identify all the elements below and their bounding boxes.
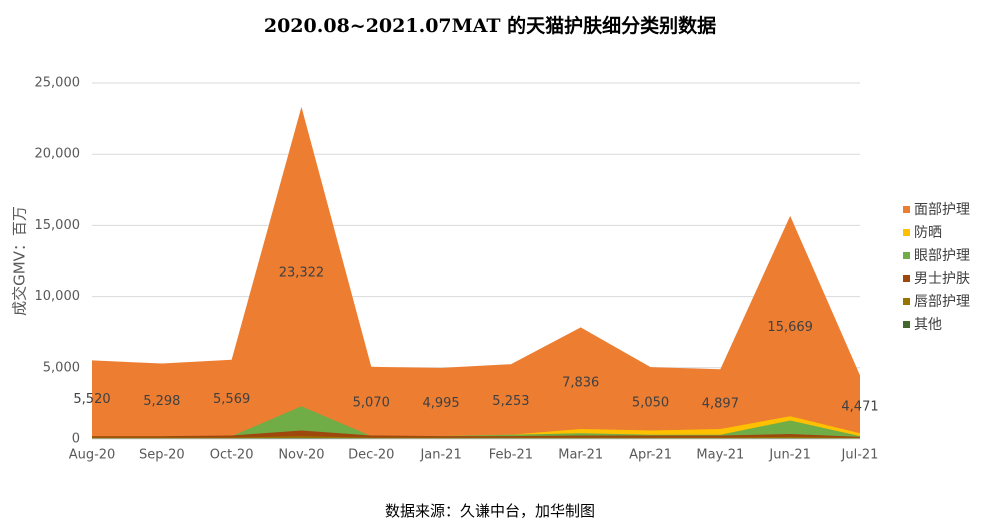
x-tick-label: Aug-20	[69, 448, 116, 463]
legend-label: 眼部护理	[914, 248, 970, 264]
y-axis-label: 成交GMV：百万	[11, 206, 29, 316]
area	[92, 406, 860, 439]
x-tick-label: Dec-20	[348, 448, 394, 463]
y-tick-label: 20,000	[35, 147, 81, 162]
legend-swatch	[903, 252, 910, 259]
x-tick-label: Oct-20	[210, 448, 254, 463]
legend-label: 防晒	[914, 225, 942, 241]
x-tick-label: May-21	[696, 448, 744, 463]
data-label: 5,298	[143, 394, 180, 409]
x-tick-label: Sep-20	[139, 448, 185, 463]
legend-swatch	[903, 229, 910, 236]
data-label: 15,669	[767, 320, 813, 335]
x-tick-label: Jul-21	[841, 448, 879, 463]
x-tick-label: Mar-21	[558, 448, 603, 463]
y-tick-label: 15,000	[35, 218, 81, 233]
legend-label: 面部护理	[914, 202, 970, 218]
data-label: 23,322	[279, 265, 325, 280]
y-tick-label: 25,000	[35, 76, 81, 91]
data-label: 7,836	[562, 376, 599, 391]
y-tick-label: 0	[72, 432, 80, 447]
source-note: 数据来源：久谦中台，加华制图	[385, 502, 595, 520]
data-label: 5,253	[492, 394, 529, 409]
y-tick-label: 5,000	[43, 360, 80, 375]
data-label: 5,070	[353, 395, 390, 410]
x-tick-label: Jun-21	[768, 448, 811, 463]
data-label: 5,050	[632, 396, 669, 411]
area	[92, 416, 860, 439]
chart-title: 2020.08~2021.07MAT 的天猫护肤细分类别数据	[264, 14, 716, 37]
data-label: 5,520	[73, 392, 110, 407]
data-label: 4,995	[422, 396, 459, 411]
x-tick-label: Nov-20	[278, 448, 324, 463]
x-tick-label: Jan-21	[419, 448, 461, 463]
legend-swatch	[903, 275, 910, 282]
legend-label: 唇部护理	[914, 294, 970, 310]
area	[92, 106, 860, 440]
x-tick-label: Feb-21	[489, 448, 533, 463]
legend-label: 其他	[914, 317, 942, 333]
y-tick-label: 10,000	[35, 289, 81, 304]
legend-swatch	[903, 206, 910, 213]
data-label: 4,897	[702, 397, 739, 412]
data-label: 4,471	[841, 400, 878, 415]
data-label: 5,569	[213, 392, 250, 407]
legend-swatch	[903, 298, 910, 305]
legend-swatch	[903, 321, 910, 328]
legend-label: 男士护肤	[914, 271, 970, 287]
x-tick-label: Apr-21	[629, 448, 672, 463]
